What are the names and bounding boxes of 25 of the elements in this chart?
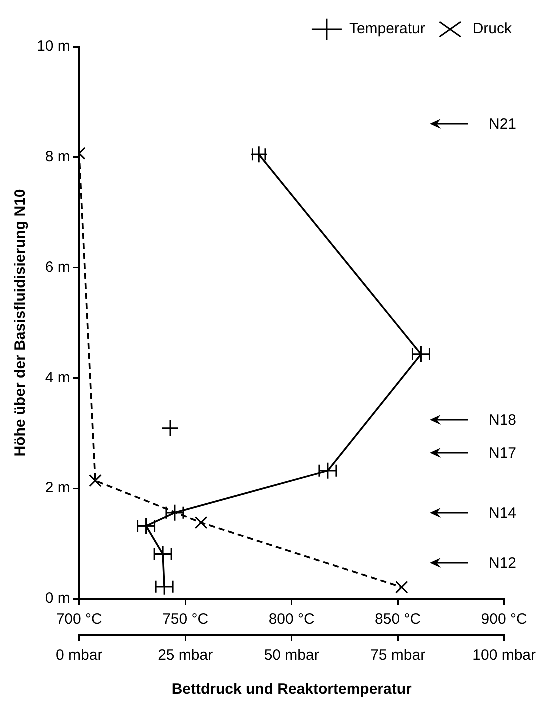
y-tick-label: 10 m bbox=[36, 38, 70, 56]
annotation: N17 bbox=[489, 444, 517, 462]
y-tick-label: 6 m bbox=[45, 258, 70, 276]
x2-tick-label: 75 mbar bbox=[370, 647, 426, 664]
y-tick-label: 2 m bbox=[45, 480, 70, 497]
x-tick-label: 800 °C bbox=[268, 611, 316, 628]
x2-tick-label: 100 mbar bbox=[472, 647, 536, 664]
annotation: N18 bbox=[489, 412, 517, 428]
x-axis-title: Bettdruck und Reaktortemperatur bbox=[172, 681, 412, 698]
annotation: N14 bbox=[489, 504, 517, 522]
x2-tick-label: 25 mbar bbox=[158, 647, 214, 664]
legend-label: Druck bbox=[472, 20, 512, 38]
x-tick-label: 900 °C bbox=[481, 611, 528, 628]
y-tick-label: 0 m bbox=[45, 590, 70, 608]
legend-label: Temperatur bbox=[349, 20, 426, 38]
y-tick-label: 4 m bbox=[45, 369, 70, 386]
x2-tick-label: 0 mbar bbox=[56, 647, 103, 664]
x-tick-label: 850 °C bbox=[375, 611, 422, 628]
x2-tick-label: 50 mbar bbox=[264, 647, 320, 664]
x-tick-label: 750 °C bbox=[162, 611, 209, 628]
x-tick-label: 700 °C bbox=[56, 611, 103, 628]
annotation: N21 bbox=[489, 116, 517, 132]
annotation: N12 bbox=[489, 554, 517, 572]
y-tick-label: 8 m bbox=[45, 148, 70, 166]
y-axis-title: Höhe über der Basisfluidisierung N10 bbox=[12, 189, 30, 457]
